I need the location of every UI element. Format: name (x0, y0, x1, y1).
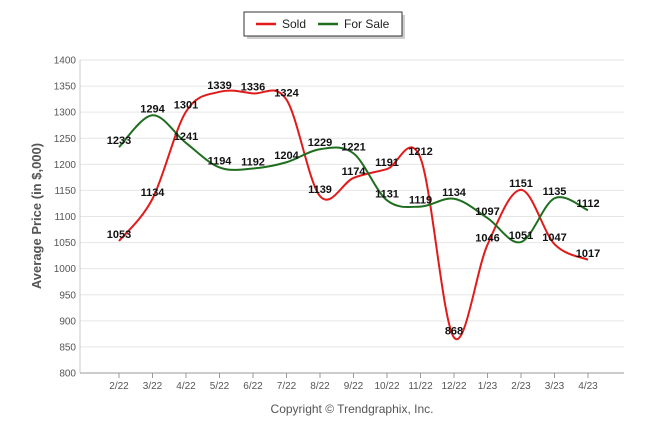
data-label-sold: 1212 (408, 146, 432, 158)
data-label-sold: 1053 (107, 229, 131, 241)
data-label-for-sale: 1119 (409, 195, 432, 207)
x-tick-label: 7/22 (277, 381, 297, 392)
x-tick-label: 4/22 (176, 381, 196, 392)
y-tick-label: 1250 (54, 134, 77, 145)
data-label-sold: 1324 (274, 88, 299, 100)
series-line-for-sale (118, 114, 589, 244)
x-tick-label: 11/22 (408, 381, 433, 392)
data-label-for-sale: 1194 (208, 155, 233, 167)
y-tick-label: 850 (59, 342, 76, 353)
data-label-sold: 1151 (509, 178, 533, 190)
x-tick-label: 5/22 (210, 381, 230, 392)
data-label-sold: 1339 (207, 80, 231, 92)
data-label-sold: 1046 (475, 233, 499, 245)
data-label-for-sale: 1112 (576, 198, 599, 210)
data-label-for-sale: 1229 (308, 137, 332, 149)
legend-label-for-sale: For Sale (344, 17, 390, 31)
y-tick-label: 900 (59, 316, 76, 327)
data-label-sold: 868 (445, 326, 463, 338)
y-tick-label: 1050 (54, 238, 77, 249)
data-label-for-sale: 1233 (107, 135, 131, 147)
data-label-sold: 1301 (174, 100, 198, 112)
data-labels: 1053 1134 1301 1339 1336 1324 1139 1174 1191 1212… (107, 80, 600, 338)
data-label-sold: 1336 (241, 81, 265, 93)
data-label-sold: 1191 (375, 157, 399, 169)
data-label-for-sale: 1097 (475, 206, 499, 218)
data-label-sold: 1139 (308, 184, 332, 196)
data-label-for-sale: 1192 (241, 157, 265, 169)
series-line-sold (118, 89, 589, 341)
y-tick-label: 1300 (54, 108, 77, 119)
y-tick-label: 800 (59, 369, 76, 380)
data-label-sold: 1134 (141, 187, 166, 199)
x-tick-label: 1/23 (478, 381, 498, 392)
legend-label-sold: Sold (282, 17, 306, 31)
y-tick-label: 1100 (54, 212, 76, 223)
y-tick-label: 1400 (54, 56, 77, 67)
y-tick-label: 1200 (54, 160, 77, 171)
y-tick-label: 1150 (54, 186, 76, 197)
x-tick-label: 3/23 (545, 381, 565, 392)
data-label-for-sale: 1204 (274, 150, 299, 162)
x-tick-label: 8/22 (310, 381, 330, 392)
y-tick-label: 1000 (54, 264, 77, 275)
data-label-for-sale: 1135 (543, 186, 567, 198)
x-axis: 2/22 3/22 4/22 5/22 6/22 7/22 8/22 9/22 10/22 11/… (109, 373, 598, 392)
legend: Sold For Sale (243, 11, 405, 39)
x-tick-label: 9/22 (344, 381, 364, 392)
data-label-for-sale: 1131 (375, 188, 399, 200)
data-label-for-sale: 1294 (140, 103, 165, 115)
data-label-for-sale: 1241 (174, 131, 198, 143)
x-tick-label: 12/22 (441, 381, 466, 392)
y-tick-label: 950 (59, 290, 76, 301)
copyright-caption: Copyright © Trendgraphix, Inc. (271, 402, 434, 416)
y-axis: 800 850 900 950 1000 1050 1100 1150 1200 1250 1300… (54, 56, 77, 380)
data-label-for-sale: 1221 (341, 141, 365, 153)
data-label-for-sale: 1051 (509, 230, 533, 242)
x-tick-label: 6/22 (243, 381, 263, 392)
x-tick-label: 2/22 (109, 381, 129, 392)
data-label-sold: 1174 (342, 166, 367, 178)
data-label-sold: 1017 (576, 248, 600, 260)
x-tick-label: 3/22 (143, 381, 163, 392)
series-lines (118, 89, 589, 341)
grid (79, 59, 624, 374)
x-tick-label: 2/23 (511, 381, 531, 392)
data-label-for-sale: 1134 (442, 187, 467, 199)
x-tick-label: 4/23 (578, 381, 598, 392)
y-axis-title: Average Price (in $,000) (29, 143, 44, 289)
y-tick-label: 1350 (54, 82, 77, 93)
data-label-sold: 1047 (542, 232, 566, 244)
x-tick-label: 10/22 (374, 381, 399, 392)
